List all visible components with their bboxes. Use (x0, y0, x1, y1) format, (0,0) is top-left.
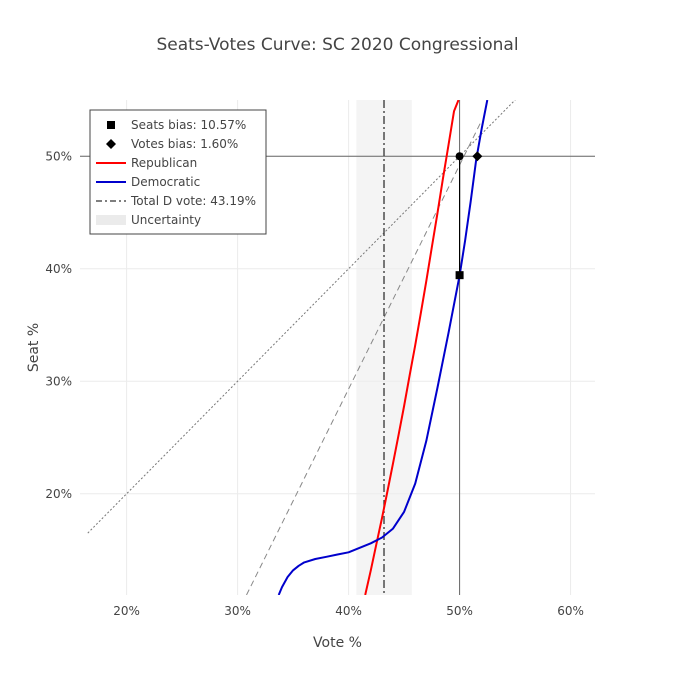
x-axis-title: Vote % (313, 635, 362, 651)
y-tick-label: 50% (45, 149, 72, 163)
diagonal-reference-line (87, 100, 516, 534)
seats-bias-marker (455, 271, 464, 280)
legend-item: Uncertainty (96, 213, 201, 227)
series-layer (277, 100, 489, 595)
legend-item: Total D vote: 43.19% (96, 194, 256, 208)
legend-box (89, 109, 267, 235)
legend-label: Republican (131, 156, 197, 170)
y-tick-label: 30% (45, 374, 72, 388)
republican-curve (364, 100, 460, 595)
legend-label: Uncertainty (131, 213, 201, 227)
chart-title: Seats-Votes Curve: SC 2020 Congressional (156, 35, 518, 55)
legend: Seats bias: 10.57% Votes bias: 1.60% Repub… (89, 109, 267, 235)
x-axis-ticks: 20% 30% 40% 50% 60% (113, 604, 584, 618)
y-tick-label: 40% (45, 262, 72, 276)
legend-item: Democratic (96, 175, 200, 189)
legend-diamond-icon (106, 139, 116, 149)
legend-item: Votes bias: 1.60% (106, 137, 238, 151)
legend-label: Democratic (131, 175, 200, 189)
legend-label: Total D vote: 43.19% (130, 194, 256, 208)
votes-bias-marker (472, 151, 483, 162)
legend-square-icon (107, 121, 115, 129)
marker-layer (455, 151, 483, 280)
x-tick-label: 40% (335, 604, 362, 618)
y-axis-title: Seat % (26, 323, 42, 372)
x-tick-label: 20% (113, 604, 140, 618)
x-tick-label: 50% (446, 604, 473, 618)
midpoint-marker (455, 152, 464, 161)
dashed-reference-line (246, 120, 483, 595)
legend-label: Seats bias: 10.57% (131, 118, 246, 132)
legend-item: Republican (96, 156, 197, 170)
legend-label: Votes bias: 1.60% (131, 137, 238, 151)
y-axis-ticks: 20% 30% 40% 50% (45, 149, 72, 501)
legend-item: Seats bias: 10.57% (107, 118, 246, 132)
x-tick-label: 30% (224, 604, 251, 618)
x-tick-label: 60% (557, 604, 584, 618)
democratic-curve (277, 100, 489, 595)
y-tick-label: 20% (45, 487, 72, 501)
legend-band-icon (96, 215, 126, 225)
